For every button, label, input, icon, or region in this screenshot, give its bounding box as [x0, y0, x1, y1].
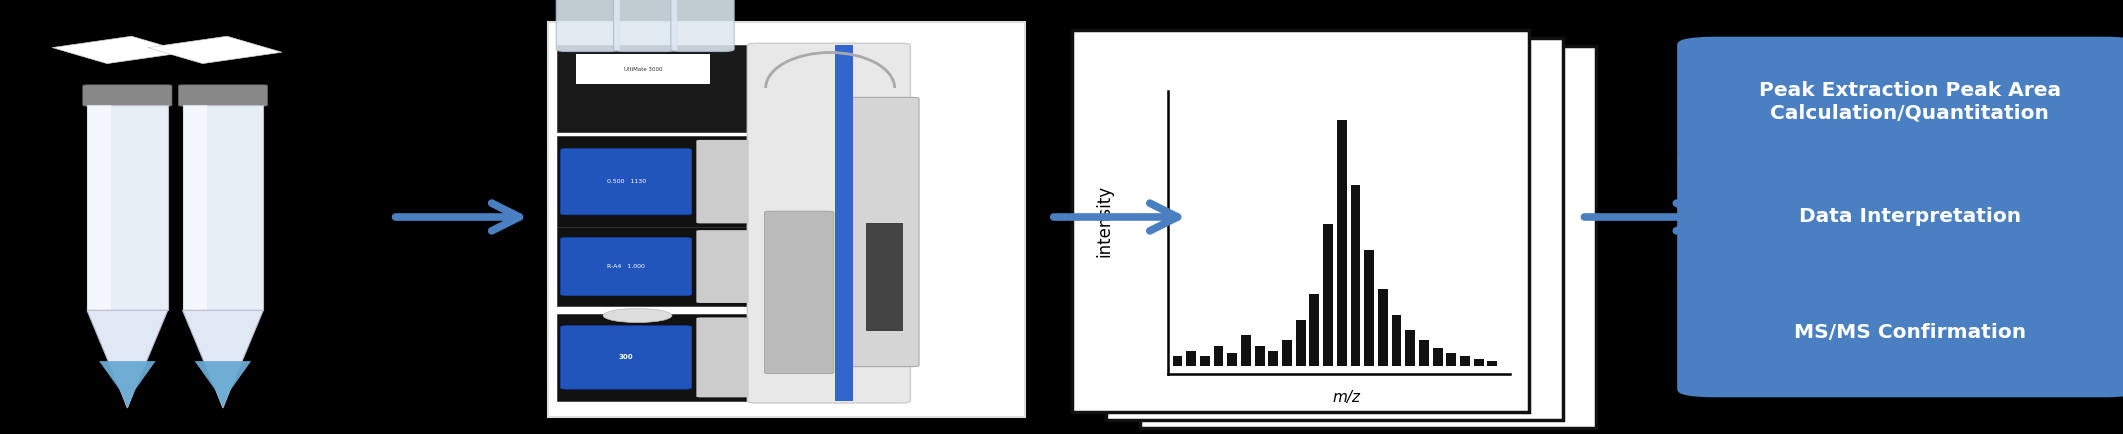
FancyBboxPatch shape — [87, 105, 110, 310]
Bar — [1350, 185, 1361, 366]
FancyBboxPatch shape — [183, 105, 263, 310]
FancyBboxPatch shape — [178, 85, 267, 106]
FancyBboxPatch shape — [548, 22, 1025, 417]
Circle shape — [603, 309, 673, 322]
Polygon shape — [87, 310, 168, 408]
Bar — [1323, 224, 1333, 366]
FancyBboxPatch shape — [556, 227, 749, 306]
Polygon shape — [149, 36, 282, 64]
Bar — [1378, 289, 1388, 366]
FancyBboxPatch shape — [764, 211, 834, 374]
Bar — [1282, 341, 1293, 366]
FancyBboxPatch shape — [556, 0, 620, 52]
Bar — [1172, 356, 1183, 366]
Text: R-A4   1.000: R-A4 1.000 — [607, 264, 645, 269]
FancyBboxPatch shape — [1072, 30, 1529, 412]
Bar — [1242, 335, 1250, 366]
Bar — [1199, 356, 1210, 366]
Polygon shape — [195, 361, 251, 408]
FancyBboxPatch shape — [696, 140, 749, 224]
FancyBboxPatch shape — [87, 105, 168, 310]
Bar — [1267, 351, 1278, 366]
Polygon shape — [100, 361, 155, 408]
FancyBboxPatch shape — [849, 97, 919, 367]
Text: Data Interpretation: Data Interpretation — [1798, 207, 2021, 227]
FancyBboxPatch shape — [1106, 38, 1563, 420]
FancyBboxPatch shape — [560, 326, 692, 389]
FancyBboxPatch shape — [866, 223, 902, 330]
FancyBboxPatch shape — [1677, 152, 2123, 283]
FancyBboxPatch shape — [1140, 46, 1596, 428]
FancyBboxPatch shape — [747, 43, 911, 403]
Bar — [1214, 346, 1223, 366]
Bar — [1446, 353, 1456, 366]
FancyBboxPatch shape — [556, 46, 749, 132]
Text: Peak Extraction Peak Area
Calculation/Quantitation: Peak Extraction Peak Area Calculation/Qu… — [1758, 82, 2061, 122]
Bar — [1488, 361, 1497, 366]
Text: 0.500   1130: 0.500 1130 — [607, 179, 645, 184]
Text: MS/MS Confirmation: MS/MS Confirmation — [1794, 322, 2025, 342]
FancyBboxPatch shape — [1677, 266, 2123, 398]
FancyBboxPatch shape — [556, 314, 749, 401]
FancyBboxPatch shape — [556, 136, 749, 227]
Bar — [1255, 346, 1265, 366]
Bar — [1418, 341, 1429, 366]
Bar — [1433, 349, 1442, 366]
Bar — [1365, 250, 1374, 366]
FancyBboxPatch shape — [83, 85, 172, 106]
FancyBboxPatch shape — [1677, 37, 2123, 167]
FancyBboxPatch shape — [183, 105, 206, 310]
Bar — [1473, 358, 1484, 366]
Polygon shape — [183, 310, 263, 408]
FancyBboxPatch shape — [577, 54, 709, 85]
Bar — [1405, 330, 1416, 366]
Text: UltiMate 3000: UltiMate 3000 — [624, 67, 662, 72]
Bar — [1295, 320, 1306, 366]
Text: m/z: m/z — [1331, 390, 1361, 404]
Polygon shape — [53, 36, 187, 64]
FancyBboxPatch shape — [560, 148, 692, 215]
FancyBboxPatch shape — [696, 317, 749, 398]
Bar — [1393, 315, 1401, 366]
Bar — [1310, 294, 1318, 366]
Text: 300: 300 — [618, 355, 633, 360]
FancyBboxPatch shape — [560, 237, 692, 296]
FancyBboxPatch shape — [696, 230, 749, 303]
FancyBboxPatch shape — [614, 0, 677, 52]
Bar — [1461, 356, 1469, 366]
Text: intensity: intensity — [1095, 185, 1112, 257]
Bar — [1337, 120, 1346, 366]
Bar — [1187, 351, 1195, 366]
Bar — [1227, 353, 1238, 366]
FancyBboxPatch shape — [671, 0, 735, 52]
FancyBboxPatch shape — [834, 46, 853, 401]
